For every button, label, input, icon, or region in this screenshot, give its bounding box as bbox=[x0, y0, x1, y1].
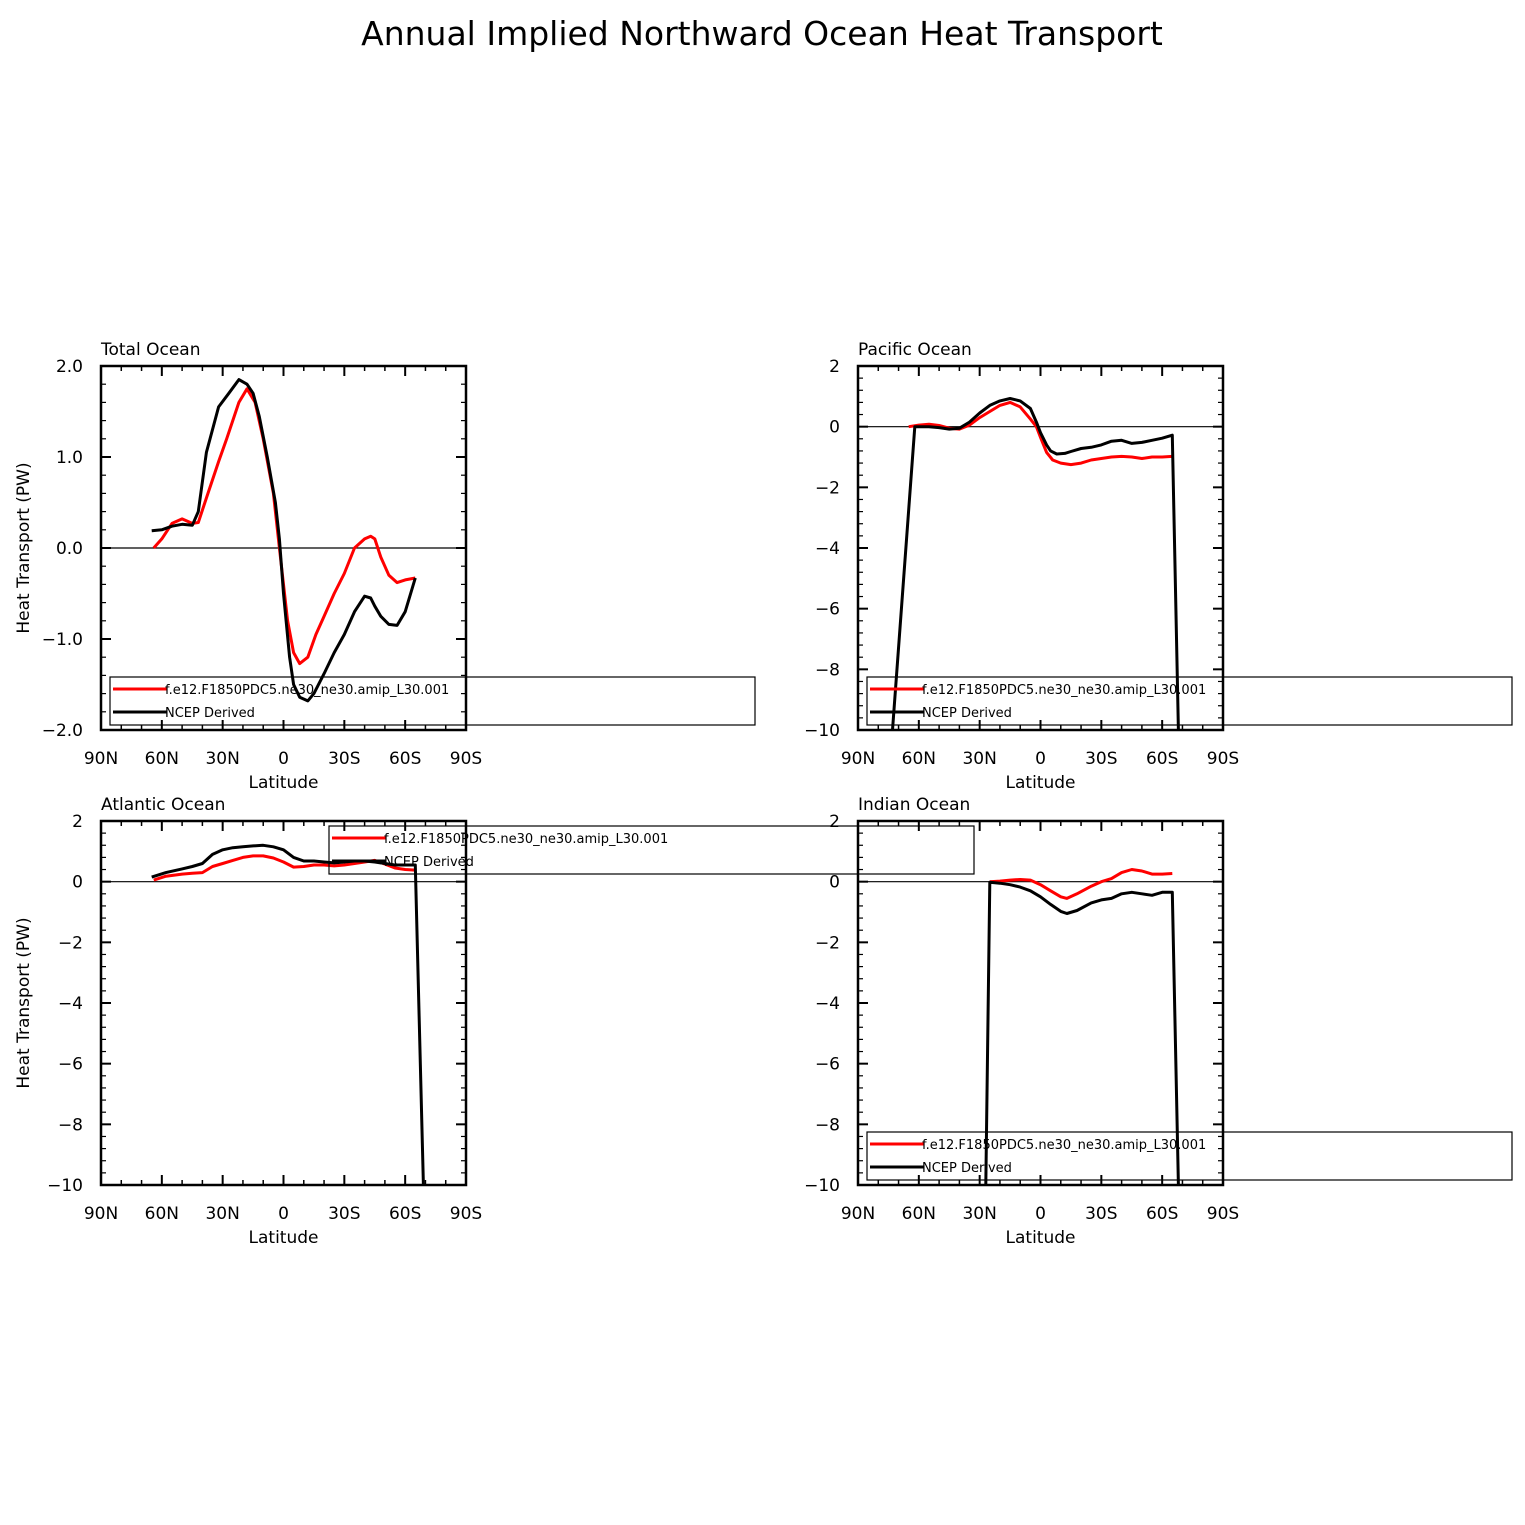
panel-title: Indian Ocean bbox=[858, 795, 970, 815]
x-axis-title: Latitude bbox=[1006, 773, 1076, 793]
y-tick-label: 1.0 bbox=[56, 448, 83, 468]
x-tick-label: 30N bbox=[205, 1204, 239, 1224]
y-axis-title: Heat Transport (PW) bbox=[14, 917, 34, 1088]
x-tick-label: 30S bbox=[328, 749, 360, 769]
x-tick-label: 60N bbox=[145, 749, 179, 769]
x-tick-label: 30S bbox=[1085, 749, 1117, 769]
legend-box bbox=[866, 676, 1513, 726]
panels: 90N 60N 30N 0 30S 60S 90S −2.0 −1.0 0.0 1.0 2.0 Lati… bbox=[14, 340, 1513, 1248]
legend: f.e12.F1850PDC5.ne30_ne30.amip_L30.001 NC… bbox=[866, 1131, 1513, 1181]
legend-box bbox=[328, 825, 975, 875]
x-tick-label: 60S bbox=[389, 749, 421, 769]
y-tick-label: 2 bbox=[829, 357, 840, 377]
x-tick-label: 0 bbox=[278, 749, 289, 769]
legend-box bbox=[866, 1131, 1513, 1181]
series-line-model bbox=[989, 868, 1173, 900]
y-tick-label: −8 bbox=[815, 660, 840, 680]
x-tick-label: 60S bbox=[1146, 1204, 1178, 1224]
y-tick-label: −6 bbox=[815, 600, 840, 620]
x-tick-label: 90S bbox=[450, 749, 482, 769]
panel-total-ocean: 90N 60N 30N 0 30S 60S 90S −2.0 −1.0 0.0 1.0 2.0 Lati… bbox=[14, 340, 756, 793]
panel-title: Total Ocean bbox=[100, 340, 201, 360]
x-tick-label: 30N bbox=[962, 749, 996, 769]
y-tick-label: 0 bbox=[829, 418, 840, 438]
y-tick-label: −2 bbox=[815, 933, 840, 953]
legend-label: NCEP Derived bbox=[922, 1161, 1012, 1176]
legend-label: f.e12.F1850PDC5.ne30_ne30.amip_L30.001 bbox=[922, 1138, 1206, 1153]
panel-pacific-ocean: 90N 60N 30N 0 30S 60S 90S −10 −8 −6 −4 −2 0 2 Latitude… bbox=[804, 340, 1513, 793]
y-tick-label: 0 bbox=[829, 873, 840, 893]
panel-title: Atlantic Ocean bbox=[101, 795, 225, 815]
legend-label: NCEP Derived bbox=[165, 706, 255, 721]
y-tick-label: −2.0 bbox=[42, 721, 83, 741]
series-line-ncep bbox=[984, 880, 1180, 1185]
y-tick-label: −2 bbox=[58, 933, 83, 953]
y-tick-label: −2 bbox=[815, 478, 840, 498]
legend-label: f.e12.F1850PDC5.ne30_ne30.amip_L30.001 bbox=[922, 683, 1206, 698]
x-tick-label: 30S bbox=[328, 1204, 360, 1224]
y-tick-label: −4 bbox=[815, 994, 840, 1014]
legend-label: f.e12.F1850PDC5.ne30_ne30.amip_L30.001 bbox=[384, 832, 668, 847]
x-axis-title: Latitude bbox=[249, 1228, 319, 1248]
panel-indian-ocean: 90N 60N 30N 0 30S 60S 90S −10 −8 −6 −4 −2 0 2 Latitude… bbox=[804, 795, 1513, 1248]
y-tick-label: −6 bbox=[58, 1055, 83, 1075]
y-tick-label: 2 bbox=[72, 812, 83, 832]
x-tick-label: 0 bbox=[1035, 749, 1046, 769]
x-tick-label: 90N bbox=[84, 1204, 118, 1224]
y-tick-label: −10 bbox=[47, 1176, 83, 1196]
legend-label: NCEP Derived bbox=[922, 706, 1012, 721]
x-axis-title: Latitude bbox=[1006, 1228, 1076, 1248]
series-line-model bbox=[152, 387, 416, 666]
y-tick-label: −1.0 bbox=[42, 630, 83, 650]
x-tick-label: 90S bbox=[450, 1204, 482, 1224]
figure-title: Annual Implied Northward Ocean Heat Tran… bbox=[361, 14, 1163, 53]
x-tick-label: 60N bbox=[902, 1204, 936, 1224]
y-tick-label: −8 bbox=[815, 1115, 840, 1135]
x-tick-label: 30N bbox=[962, 1204, 996, 1224]
panel-atlantic-ocean: 90N 60N 30N 0 30S 60S 90S −10 −8 −6 −4 −2 0 2 Latitude… bbox=[14, 795, 975, 1248]
y-tick-label: −8 bbox=[58, 1115, 83, 1135]
x-tick-label: 60S bbox=[1146, 749, 1178, 769]
panel-title: Pacific Ocean bbox=[858, 340, 972, 360]
legend: f.e12.F1850PDC5.ne30_ne30.amip_L30.001 NC… bbox=[866, 676, 1513, 726]
y-tick-label: −4 bbox=[58, 994, 83, 1014]
x-axis-title: Latitude bbox=[249, 773, 319, 793]
series-line-ncep bbox=[891, 397, 1180, 730]
x-tick-label: 90N bbox=[841, 1204, 875, 1224]
x-tick-label: 0 bbox=[278, 1204, 289, 1224]
x-tick-label: 90S bbox=[1207, 1204, 1239, 1224]
y-tick-label: −6 bbox=[815, 1055, 840, 1075]
x-tick-label: 90N bbox=[84, 749, 118, 769]
x-tick-label: 30S bbox=[1085, 1204, 1117, 1224]
series-line-ncep bbox=[151, 843, 425, 1185]
x-tick-label: 60S bbox=[389, 1204, 421, 1224]
x-tick-label: 0 bbox=[1035, 1204, 1046, 1224]
y-tick-label: −4 bbox=[815, 539, 840, 559]
x-tick-label: 90S bbox=[1207, 749, 1239, 769]
y-tick-label: 0 bbox=[72, 873, 83, 893]
x-tick-label: 60N bbox=[902, 749, 936, 769]
y-axis-title: Heat Transport (PW) bbox=[14, 462, 34, 633]
x-tick-label: 30N bbox=[205, 749, 239, 769]
legend: f.e12.F1850PDC5.ne30_ne30.amip_L30.001 NC… bbox=[328, 825, 975, 875]
y-tick-label: 0.0 bbox=[56, 539, 83, 559]
y-tick-label: 2.0 bbox=[56, 357, 83, 377]
legend-box bbox=[109, 676, 756, 726]
x-tick-label: 90N bbox=[841, 749, 875, 769]
y-tick-label: −10 bbox=[804, 721, 840, 741]
y-tick-label: −10 bbox=[804, 1176, 840, 1196]
legend-label: NCEP Derived bbox=[384, 855, 474, 870]
y-tick-label: 2 bbox=[829, 812, 840, 832]
legend: f.e12.F1850PDC5.ne30_ne30.amip_L30.001 NC… bbox=[109, 676, 756, 726]
x-tick-label: 60N bbox=[145, 1204, 179, 1224]
legend-label: f.e12.F1850PDC5.ne30_ne30.amip_L30.001 bbox=[165, 683, 449, 698]
series-line-ncep bbox=[151, 378, 417, 703]
